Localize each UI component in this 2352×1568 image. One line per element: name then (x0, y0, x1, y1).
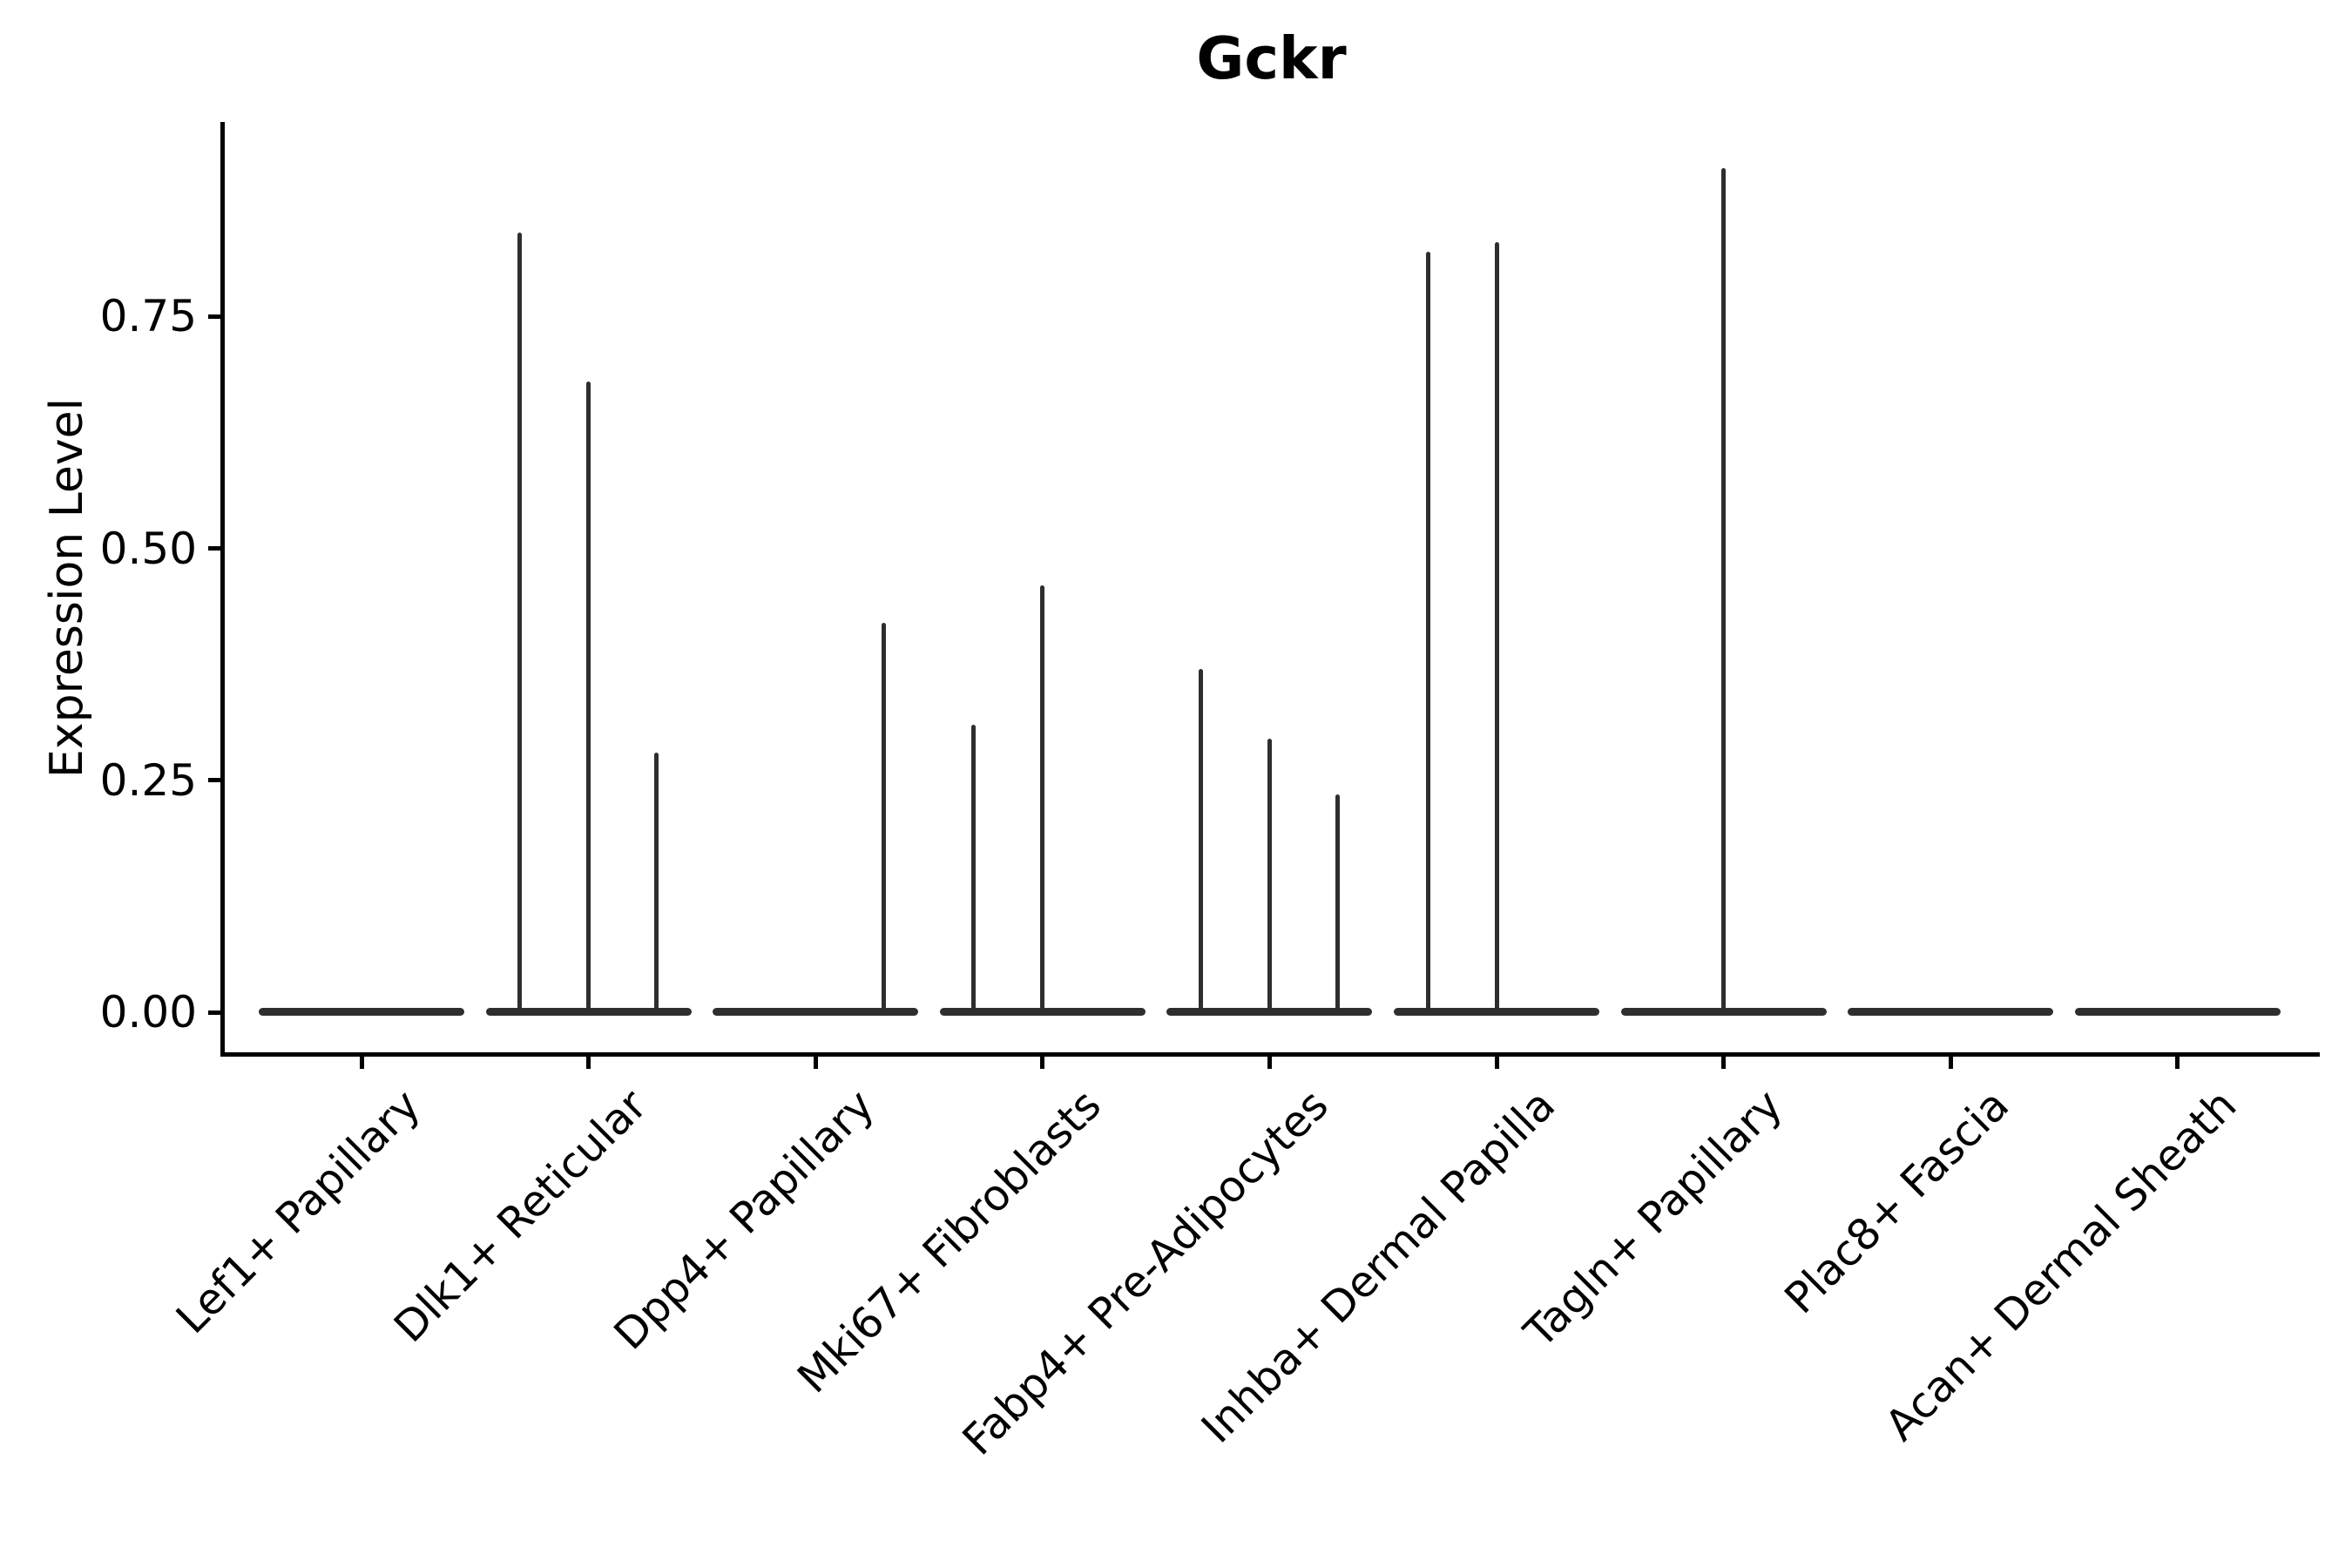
violin-spike (1494, 242, 1499, 1016)
y-axis-spine (220, 122, 225, 1057)
violin-spike (1425, 251, 1430, 1016)
y-tick-mark (208, 1010, 220, 1015)
x-tick-mark (1721, 1057, 1727, 1069)
violin-baseline (713, 1008, 919, 1016)
violin-spike (971, 724, 977, 1016)
violin-spike (1040, 585, 1045, 1016)
violin-spike (881, 622, 886, 1016)
x-tick-mark (359, 1057, 364, 1069)
x-tick-mark (1267, 1057, 1272, 1069)
x-tick-mark (2175, 1057, 2180, 1069)
y-axis-label: Expression Level (41, 397, 93, 779)
y-tick-mark (208, 314, 220, 319)
x-tick-mark (1948, 1057, 1953, 1069)
violin-baseline (2074, 1008, 2281, 1016)
violin-baseline (259, 1008, 464, 1016)
x-tick-label: Dlk1+ Reticular (384, 1080, 657, 1352)
violin-spike (517, 233, 523, 1016)
x-axis-spine (220, 1052, 2320, 1057)
x-tick-mark (813, 1057, 818, 1069)
x-tick-label: Lef1+ Papillary (166, 1080, 430, 1344)
violin-baseline (1848, 1008, 2054, 1016)
y-tick-mark (208, 546, 220, 551)
x-tick-mark (1494, 1057, 1499, 1069)
violin-spike (586, 381, 591, 1016)
violin-spike (1198, 668, 1203, 1016)
x-tick-mark (1040, 1057, 1045, 1069)
violin-spike (1335, 794, 1340, 1016)
x-tick-label: Plac8+ Fascia (1775, 1080, 2019, 1324)
violin-spike (1267, 738, 1272, 1016)
y-tick-mark (208, 778, 220, 783)
y-tick-label: 0.75 (99, 291, 197, 342)
chart-title: Gckr (1196, 24, 1347, 92)
y-tick-label: 0.00 (99, 987, 197, 1037)
violin-spike (1721, 167, 1727, 1016)
violin-spike (654, 752, 659, 1016)
y-tick-label: 0.50 (99, 523, 197, 574)
y-tick-label: 0.25 (99, 754, 197, 806)
x-tick-label: Fabp4+ Pre-Adipocytes (953, 1080, 1338, 1465)
x-tick-mark (586, 1057, 591, 1069)
